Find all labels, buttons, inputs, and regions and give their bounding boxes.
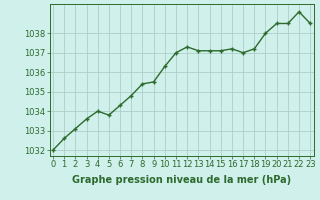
X-axis label: Graphe pression niveau de la mer (hPa): Graphe pression niveau de la mer (hPa) <box>72 175 291 185</box>
